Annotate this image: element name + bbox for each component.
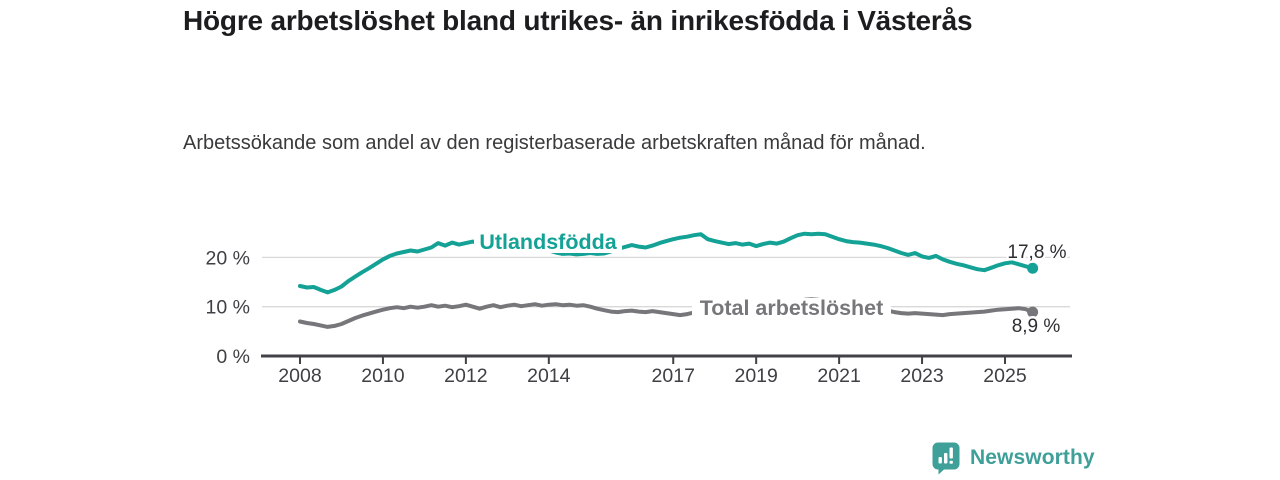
series-line-total-arbetsloshet [298, 297, 1035, 329]
series-label-mask [474, 231, 622, 253]
series-line-utlandsfodda [298, 231, 1035, 295]
chart-subtitle: Arbetssökande som andel av den registerb… [183, 132, 926, 154]
y-tick-label: 20 % [206, 247, 250, 269]
series-label-utlandsfodda: Utlandsfödda [479, 230, 617, 254]
x-tick-label: 2008 [278, 365, 321, 387]
series-end-value-total-arbetsloshet: 8,9 % [1012, 316, 1061, 337]
series-end-dot-utlandsfodda [1027, 262, 1039, 274]
x-tick-label: 2010 [361, 365, 405, 387]
series-end-dot-total-arbetsloshet [1027, 306, 1039, 318]
series-label-total-arbetsloshet: Total arbetslöshet [700, 296, 884, 320]
brand-name: Newsworthy [970, 446, 1095, 469]
x-tick-label: 2021 [817, 365, 860, 387]
x-tick-label: 2012 [444, 365, 487, 387]
x-tick-label: 2023 [900, 365, 943, 387]
x-tick-label: 2017 [652, 365, 695, 387]
chart-title: Högre arbetslöshet bland utrikes- än inr… [183, 5, 973, 36]
series-label-mask [692, 298, 891, 318]
x-tick-label: 2014 [527, 365, 571, 387]
y-tick-label: 0 % [216, 346, 250, 368]
series-end-value-utlandsfodda: 17,8 % [1007, 242, 1066, 263]
y-tick-label: 10 % [206, 297, 250, 319]
x-tick-label: 2019 [734, 365, 777, 387]
newsworthy-logo[interactable]: Newsworthy [931, 441, 1095, 475]
x-tick-label: 2025 [983, 365, 1027, 387]
bar-chart-speech-bubble-icon [932, 442, 960, 475]
